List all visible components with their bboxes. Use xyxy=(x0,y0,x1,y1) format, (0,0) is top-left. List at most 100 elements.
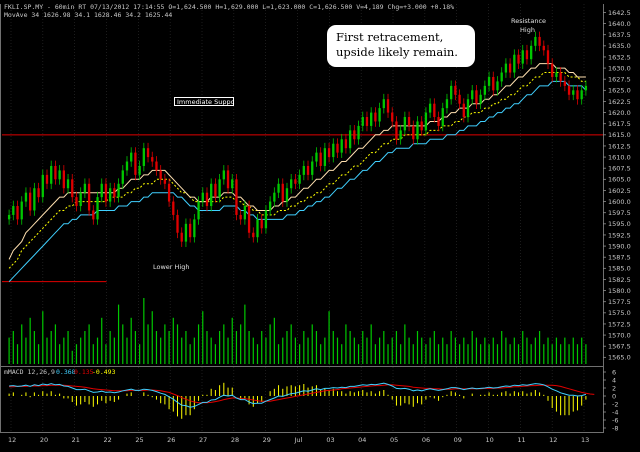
volume-bar xyxy=(214,344,217,364)
candle-body xyxy=(159,170,162,180)
volume-bar xyxy=(96,337,99,364)
volume-bar xyxy=(67,331,69,364)
candlestick xyxy=(458,89,461,110)
candle-body xyxy=(33,188,36,211)
price-tick-label: 1642.5 xyxy=(608,9,631,17)
price-tick-label: 1570.0 xyxy=(608,331,631,339)
candlestick xyxy=(62,165,65,194)
candle-body xyxy=(567,85,571,95)
volume-bar xyxy=(80,337,82,364)
candlestick xyxy=(525,44,529,65)
candle-body xyxy=(466,99,470,118)
candlestick xyxy=(256,214,259,243)
candlestick xyxy=(521,44,524,69)
candle-body xyxy=(20,201,23,220)
candlestick xyxy=(323,142,327,172)
candlestick xyxy=(348,125,352,154)
time-tick-label: 20 xyxy=(40,436,48,444)
macd-label: mMACD 12,26,9 0.368 0.135 -0.493 xyxy=(4,368,116,376)
candlestick xyxy=(441,102,444,132)
volume-bars xyxy=(8,298,587,364)
volume-bar xyxy=(294,337,296,364)
volume-bar xyxy=(261,331,263,364)
candlestick xyxy=(125,156,129,176)
candle-body xyxy=(546,50,550,64)
candlestick xyxy=(500,67,503,87)
candlestick xyxy=(20,196,23,225)
candle-body xyxy=(441,108,444,126)
volume-bar xyxy=(391,337,393,364)
candle-body xyxy=(235,179,238,215)
candlestick xyxy=(555,67,558,83)
candle-body xyxy=(399,130,402,140)
candle-body xyxy=(487,76,491,86)
candlestick xyxy=(327,142,331,163)
candle-body xyxy=(273,192,276,202)
volume-bar xyxy=(269,324,271,364)
volume-bar xyxy=(366,337,368,364)
candlestick xyxy=(176,209,179,239)
volume-bar xyxy=(433,331,435,364)
candlestick xyxy=(87,178,91,216)
candle-body xyxy=(458,94,461,104)
candlestick xyxy=(466,93,470,123)
candle-body xyxy=(163,179,167,184)
candle-body xyxy=(277,183,280,193)
volume-bar xyxy=(362,331,364,364)
candlestick xyxy=(395,116,398,145)
candle-body xyxy=(231,179,234,189)
volume-bar xyxy=(324,337,326,364)
volume-bar xyxy=(492,337,494,364)
volume-bar xyxy=(467,344,469,364)
price-tick-label: 1627.5 xyxy=(608,76,631,84)
volume-bar xyxy=(328,311,330,364)
candlestick xyxy=(332,138,335,163)
candlestick xyxy=(218,173,221,203)
candle-body xyxy=(87,183,91,211)
volume-bar xyxy=(357,344,360,364)
volume-bar xyxy=(307,337,309,364)
candle-body xyxy=(92,210,95,220)
volume-bar xyxy=(126,337,128,364)
candlestick xyxy=(462,98,465,123)
candlestick xyxy=(285,182,289,207)
candle-body xyxy=(294,179,297,184)
volume-bar xyxy=(117,304,120,364)
candlestick xyxy=(184,218,188,247)
candle-body xyxy=(433,103,436,118)
price-tick-label: 1625.0 xyxy=(608,87,631,95)
macd-tick-label: -2 xyxy=(612,400,618,408)
candle-body xyxy=(311,161,314,175)
candle-body xyxy=(243,206,247,220)
candlestick xyxy=(403,111,407,136)
candlestick xyxy=(50,160,53,190)
candlestick xyxy=(205,187,209,212)
candlestick xyxy=(247,200,251,239)
candlestick xyxy=(420,116,423,136)
candle-body xyxy=(222,170,225,180)
candle-body xyxy=(559,72,562,82)
candlestick xyxy=(239,209,242,225)
time-tick-label: 21 xyxy=(72,436,80,444)
candlestick xyxy=(361,111,364,132)
candle-body xyxy=(113,188,116,198)
volume-bar xyxy=(181,337,183,364)
candlestick xyxy=(180,227,183,247)
candlestick xyxy=(492,71,495,96)
price-tick-label: 1612.5 xyxy=(608,142,631,150)
candle-body xyxy=(374,112,377,122)
candle-body xyxy=(264,210,268,229)
price-tick-label: 1577.5 xyxy=(608,298,631,306)
volume-bar xyxy=(560,344,562,364)
candle-body xyxy=(306,165,310,175)
candle-body xyxy=(167,183,171,202)
candlestick xyxy=(580,84,583,105)
volume-bar xyxy=(59,344,61,364)
price-tick-label: 1635.0 xyxy=(608,42,631,50)
candlestick xyxy=(437,111,440,132)
candle-body xyxy=(218,179,221,198)
volume-bar xyxy=(345,324,347,364)
candlestick xyxy=(290,173,293,194)
